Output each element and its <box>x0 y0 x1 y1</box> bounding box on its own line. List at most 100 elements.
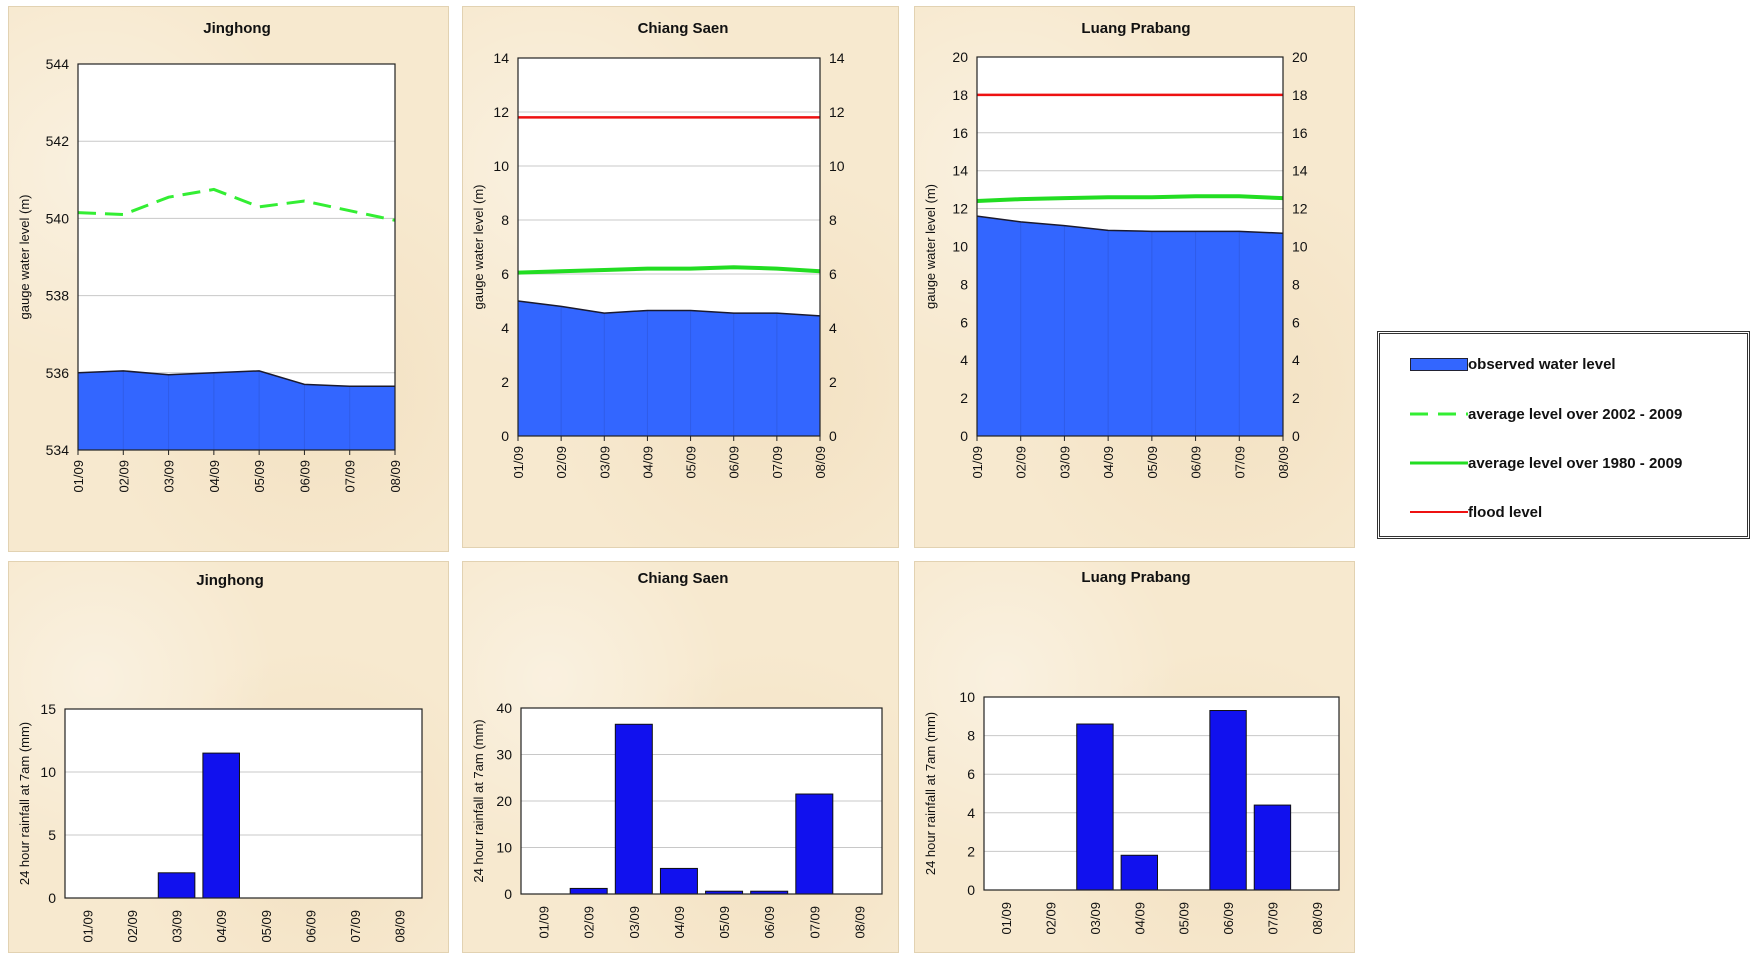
y-axis-label: 24 hour rainfall at 7am (mm) <box>471 719 486 882</box>
chart-title: Luang Prabang <box>1081 20 1190 37</box>
x-tick-label: 06/09 <box>297 460 312 493</box>
y2-tick-label: 0 <box>829 428 837 444</box>
x-tick-label: 03/09 <box>170 910 185 943</box>
x-tick-label: 08/09 <box>1276 446 1291 479</box>
observed-line <box>976 215 1284 234</box>
water-level-panel-luang-prabang: Luang Prabang gauge water level (m) 0 0 2 2 4 4… <box>914 6 1355 548</box>
x-tick-label: 01/09 <box>537 906 552 939</box>
y-tick-label: 8 <box>967 728 975 744</box>
plot-border <box>64 708 423 899</box>
legend-item-observed: observed water level <box>1410 354 1616 374</box>
x-tick-label: 05/09 <box>252 460 267 493</box>
x-tick-label: 05/09 <box>717 906 732 939</box>
x-tick-label: 07/09 <box>343 460 358 493</box>
rainfall-chart-chiang-saen: Chiang Saen 24 hour rainfall at 7am (mm) 0… <box>471 570 883 939</box>
water-level-chart-luang-prabang: Luang Prabang gauge water level (m) 0 0 2 2 4 4… <box>923 20 1308 479</box>
x-tick-label: 03/09 <box>627 906 642 939</box>
x-tick-label: 01/09 <box>511 446 526 479</box>
observed-area <box>977 216 1283 436</box>
legend-swatch-flood <box>1410 502 1468 522</box>
rainfall-bar <box>1253 804 1292 891</box>
x-tick-label: 04/09 <box>1101 446 1116 479</box>
y-tick-label: 4 <box>960 352 968 368</box>
y2-tick-label: 6 <box>1292 314 1300 330</box>
x-tick-label: 01/09 <box>71 460 86 493</box>
y-tick-label: 30 <box>496 747 512 763</box>
chart-title: Chiang Saen <box>638 20 729 37</box>
x-tick-label: 06/09 <box>727 446 742 479</box>
rainfall-bar <box>157 872 196 899</box>
y-tick-label: 544 <box>46 56 70 72</box>
y-tick-label: 0 <box>48 890 56 906</box>
x-tick-label: 07/09 <box>1265 902 1280 935</box>
y-tick-label: 10 <box>40 764 56 780</box>
y-tick-label: 4 <box>967 805 975 821</box>
avg-1980-2009-line <box>976 194 1284 204</box>
y-tick-label: 10 <box>952 239 968 255</box>
y-axis-label: 24 hour rainfall at 7am (mm) <box>923 712 938 875</box>
x-tick-label: 05/09 <box>259 910 274 943</box>
y-tick-label: 10 <box>496 840 512 856</box>
x-tick-label: 03/09 <box>1088 902 1103 935</box>
y2-tick-label: 4 <box>1292 352 1300 368</box>
y2-tick-label: 12 <box>829 104 845 120</box>
y-tick-label: 8 <box>960 276 968 292</box>
y-tick-label: 542 <box>46 133 70 149</box>
y-tick-label: 540 <box>46 210 70 226</box>
plot-border <box>520 707 883 895</box>
x-tick-label: 04/09 <box>214 910 229 943</box>
avg-1980-2009-line <box>517 265 821 275</box>
observed-line <box>77 370 395 388</box>
observed-area <box>518 301 820 436</box>
y2-tick-label: 4 <box>829 320 837 336</box>
rainfall-panel-jinghong: Jinghong 24 hour rainfall at 7am (mm) 0 5 10… <box>8 561 449 953</box>
x-tick-label: 02/09 <box>554 446 569 479</box>
rainfall-bar <box>795 793 834 895</box>
chart-legend: observed water level average level over … <box>1377 331 1750 539</box>
x-tick-label: 02/09 <box>582 906 597 939</box>
y-axis-label: 24 hour rainfall at 7am (mm) <box>17 722 32 885</box>
y2-tick-label: 8 <box>829 212 837 228</box>
x-tick-label: 04/09 <box>672 906 687 939</box>
y-tick-label: 2 <box>501 374 509 390</box>
rainfall-bar <box>1209 710 1247 891</box>
y-tick-label: 14 <box>952 163 968 179</box>
x-tick-label: 05/09 <box>1177 902 1192 935</box>
water-level-chart-chiang-saen: Chiang Saen gauge water level (m) 0 0 2 2 4 4 6 6… <box>471 20 845 479</box>
legend-swatch-observed <box>1410 354 1468 374</box>
y-tick-label: 12 <box>493 104 509 120</box>
rainfall-bar <box>569 887 608 895</box>
x-tick-label: 02/09 <box>116 460 131 493</box>
y-tick-label: 536 <box>46 365 70 381</box>
y2-tick-label: 0 <box>1292 428 1300 444</box>
water-level-panel-chiang-saen: Chiang Saen gauge water level (m) 0 0 2 2 4 4 6 6… <box>462 6 899 548</box>
rainfall-panel-luang-prabang: Luang Prabang 24 hour rainfall at 7am (mm… <box>914 561 1355 953</box>
avg-2002-2009-line <box>77 187 396 222</box>
observed-area <box>78 370 395 450</box>
y2-tick-label: 8 <box>1292 276 1300 292</box>
y2-tick-label: 10 <box>1292 239 1308 255</box>
y-tick-label: 0 <box>967 882 975 898</box>
plot-border <box>976 56 1284 437</box>
legend-label-observed: observed water level <box>1468 355 1616 373</box>
legend-label-avg-1980-2009: average level over 1980 - 2009 <box>1468 454 1683 472</box>
y-tick-label: 2 <box>960 390 968 406</box>
plot-area <box>65 709 422 898</box>
y-axis-label: gauge water level (m) <box>17 195 32 320</box>
y-tick-label: 14 <box>493 50 509 66</box>
y2-tick-label: 16 <box>1292 125 1308 141</box>
x-tick-label: 06/09 <box>1189 446 1204 479</box>
y2-tick-label: 2 <box>829 374 837 390</box>
x-tick-label: 04/09 <box>207 460 222 493</box>
y-tick-label: 0 <box>501 428 509 444</box>
chart-title: Chiang Saen <box>638 570 729 587</box>
y2-tick-label: 20 <box>1292 49 1308 65</box>
y-axis-label: gauge water level (m) <box>923 184 938 309</box>
legend-item-flood: flood level <box>1410 502 1542 522</box>
x-tick-label: 07/09 <box>348 910 363 943</box>
water-level-panel-jinghong: Jinghong gauge water level (m) 534 536 538 54… <box>8 6 449 552</box>
chart-title: Jinghong <box>196 572 264 589</box>
x-tick-label: 03/09 <box>1057 446 1072 479</box>
legend-item-avg-2002-2009: average level over 2002 - 2009 <box>1410 404 1682 424</box>
rainfall-bar <box>202 752 240 899</box>
